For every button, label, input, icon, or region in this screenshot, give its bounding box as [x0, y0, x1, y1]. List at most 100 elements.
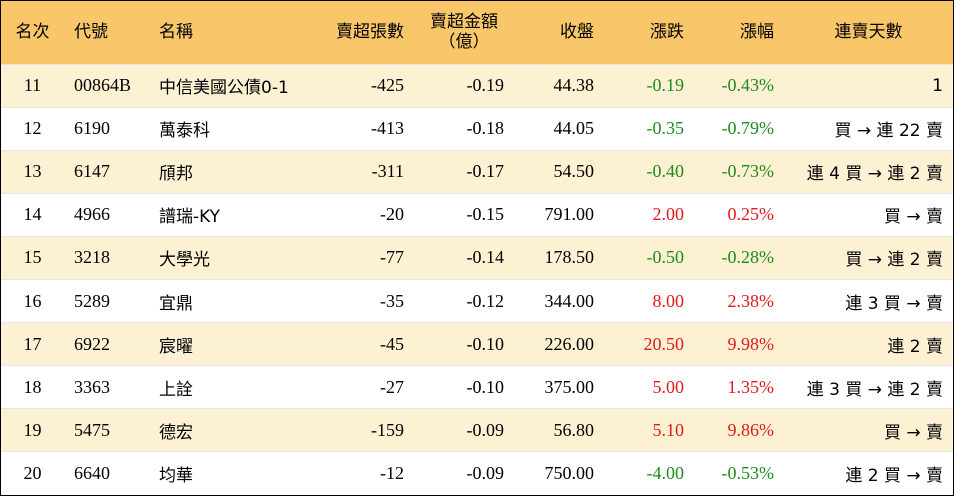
cell-rank: 13: [1, 149, 64, 194]
cell-streak: 連 4 買 → 連 2 賣: [784, 149, 953, 194]
header-code[interactable]: 代號: [74, 22, 108, 43]
cell-change: 20.50: [604, 322, 694, 366]
cell-net-lots: -12: [319, 451, 414, 495]
cell-net-amount: -0.10: [414, 322, 514, 366]
cell-net-amount: -0.17: [414, 149, 514, 194]
header-net-amount[interactable]: 賣超金額 （億）: [414, 1, 514, 64]
cell-close: 44.38: [514, 63, 604, 108]
cell-pct: -0.79%: [694, 106, 784, 151]
cell-name: 萬泰科: [149, 106, 319, 151]
table-row[interactable]: 17 6922 宸曜 -45 -0.10 226.00 20.50 9.98% 連 2 賣: [1, 322, 953, 366]
table-header-row: 名次 代號 名稱 賣超張數 賣超金額 （億） 收盤 漲跌 漲幅 連賣天數: [1, 1, 953, 64]
cell-pct: -0.73%: [694, 149, 784, 194]
cell-change: -0.40: [604, 149, 694, 194]
cell-close: 750.00: [514, 451, 604, 495]
cell-code: 6922: [64, 322, 149, 366]
cell-name: 德宏: [149, 408, 319, 452]
cell-streak: 買 → 連 22 賣: [784, 106, 953, 151]
cell-code: 3218: [64, 235, 149, 280]
cell-close: 791.00: [514, 192, 604, 237]
cell-streak: 買 → 賣: [784, 408, 953, 452]
cell-streak: 買 → 賣: [784, 192, 953, 237]
table-row[interactable]: 12 6190 萬泰科 -413 -0.18 44.05 -0.35 -0.79% 買 → 連 …: [1, 106, 953, 151]
cell-streak: 連 2 買 → 賣: [784, 451, 953, 495]
table-row[interactable]: 11 00864B 中信美國公債0-1 -425 -0.19 44.38 -0.19 -0.4…: [1, 63, 953, 108]
cell-close: 54.50: [514, 149, 604, 194]
header-rank[interactable]: 名次: [15, 22, 50, 43]
cell-code: 6147: [64, 149, 149, 194]
cell-rank: 12: [1, 106, 64, 151]
cell-streak: 連 2 賣: [784, 322, 953, 366]
cell-rank: 17: [1, 322, 64, 366]
cell-rank: 14: [1, 192, 64, 237]
table-row[interactable]: 18 3363 上詮 -27 -0.10 375.00 5.00 1.35% 連 3 買 → 連…: [1, 365, 953, 409]
cell-net-amount: -0.09: [414, 451, 514, 495]
cell-net-lots: -311: [319, 149, 414, 194]
cell-change: 2.00: [604, 192, 694, 237]
cell-net-amount: -0.15: [414, 192, 514, 237]
cell-name: 宸曜: [149, 322, 319, 366]
cell-pct: 9.98%: [694, 322, 784, 366]
cell-rank: 16: [1, 278, 64, 323]
cell-net-lots: -413: [319, 106, 414, 151]
header-streak[interactable]: 連賣天數: [834, 22, 903, 43]
table-row[interactable]: 13 6147 頎邦 -311 -0.17 54.50 -0.40 -0.73% 連 4 買 →…: [1, 149, 953, 194]
cell-pct: 2.38%: [694, 278, 784, 323]
cell-code: 5475: [64, 408, 149, 452]
table-row[interactable]: 16 5289 宜鼎 -35 -0.12 344.00 8.00 2.38% 連 3 買 → 賣: [1, 278, 953, 323]
cell-name: 宜鼎: [149, 278, 319, 323]
table-row[interactable]: 14 4966 譜瑞-KY -20 -0.15 791.00 2.00 0.25% 買 → 賣: [1, 192, 953, 237]
cell-net-amount: -0.14: [414, 235, 514, 280]
cell-net-amount: -0.19: [414, 63, 514, 108]
cell-rank: 19: [1, 408, 64, 452]
cell-change: 5.00: [604, 365, 694, 409]
cell-close: 178.50: [514, 235, 604, 280]
cell-close: 226.00: [514, 322, 604, 366]
cell-change: -4.00: [604, 451, 694, 495]
cell-code: 00864B: [64, 63, 149, 108]
cell-name: 頎邦: [149, 149, 319, 194]
cell-rank: 15: [1, 235, 64, 280]
header-net-amount-line2: （億）: [438, 32, 490, 53]
cell-close: 44.05: [514, 106, 604, 151]
cell-net-lots: -20: [319, 192, 414, 237]
cell-change: -0.50: [604, 235, 694, 280]
cell-rank: 18: [1, 365, 64, 409]
cell-net-lots: -27: [319, 365, 414, 409]
header-pct[interactable]: 漲幅: [740, 22, 774, 43]
cell-streak: 買 → 連 2 賣: [784, 235, 953, 280]
cell-net-amount: -0.18: [414, 106, 514, 151]
cell-net-lots: -159: [319, 408, 414, 452]
header-name[interactable]: 名稱: [159, 22, 193, 43]
cell-code: 6190: [64, 106, 149, 151]
cell-pct: -0.28%: [694, 235, 784, 280]
cell-close: 375.00: [514, 365, 604, 409]
cell-code: 4966: [64, 192, 149, 237]
cell-name: 均華: [149, 451, 319, 495]
header-close[interactable]: 收盤: [560, 22, 594, 43]
cell-rank: 20: [1, 451, 64, 495]
table-row[interactable]: 15 3218 大學光 -77 -0.14 178.50 -0.50 -0.28% 買 → 連 …: [1, 235, 953, 280]
cell-pct: 9.86%: [694, 408, 784, 452]
cell-name: 中信美國公債0-1: [149, 63, 319, 108]
cell-change: 5.10: [604, 408, 694, 452]
cell-name: 上詮: [149, 365, 319, 409]
cell-change: 8.00: [604, 278, 694, 323]
header-net-lots[interactable]: 賣超張數: [336, 22, 404, 43]
cell-change: -0.35: [604, 106, 694, 151]
cell-net-amount: -0.12: [414, 278, 514, 323]
cell-net-lots: -77: [319, 235, 414, 280]
table-row[interactable]: 19 5475 德宏 -159 -0.09 56.80 5.10 9.86% 買 → 賣: [1, 408, 953, 452]
cell-streak: 連 3 買 → 賣: [784, 278, 953, 323]
cell-name: 譜瑞-KY: [149, 192, 319, 237]
cell-net-lots: -425: [319, 63, 414, 108]
cell-code: 3363: [64, 365, 149, 409]
table-row[interactable]: 20 6640 均華 -12 -0.09 750.00 -4.00 -0.53% 連 2 買 →…: [1, 451, 953, 495]
cell-pct: 0.25%: [694, 192, 784, 237]
cell-close: 56.80: [514, 408, 604, 452]
cell-net-amount: -0.09: [414, 408, 514, 452]
header-change[interactable]: 漲跌: [650, 22, 684, 43]
cell-code: 6640: [64, 451, 149, 495]
